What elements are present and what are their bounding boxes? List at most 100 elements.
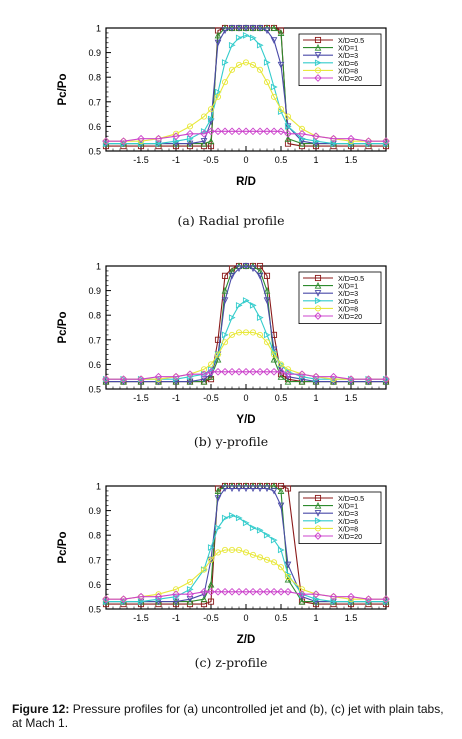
legend-label: X/D=1	[338, 502, 358, 511]
data-point	[277, 361, 285, 368]
data-point	[221, 286, 229, 294]
data-point	[200, 587, 208, 596]
data-point	[242, 32, 250, 39]
x-tick-label: 0	[243, 613, 248, 623]
data-point	[270, 93, 278, 100]
data-point	[214, 367, 222, 376]
legend-marker	[314, 67, 322, 74]
data-point	[284, 573, 292, 581]
data-point	[249, 127, 257, 136]
x-tick-label: 1.5	[345, 613, 358, 623]
data-point	[242, 262, 250, 270]
legend-label: X/D=20	[338, 74, 362, 83]
data-point	[200, 138, 208, 145]
data-point	[263, 27, 271, 35]
data-point	[277, 564, 285, 571]
data-point	[284, 123, 292, 130]
x-tick-label: -1	[172, 613, 180, 623]
data-point	[347, 592, 355, 601]
legend-marker	[314, 281, 322, 289]
legend-label: X/D=6	[338, 297, 358, 306]
data-point	[277, 29, 285, 36]
legend-marker	[314, 501, 322, 509]
data-point	[270, 559, 278, 566]
data-point	[256, 24, 264, 32]
x-tick-label: 1.5	[345, 155, 358, 165]
legend-box	[298, 271, 382, 324]
data-point	[284, 485, 292, 492]
data-point	[235, 302, 243, 309]
data-point	[119, 375, 128, 383]
data-point	[270, 587, 278, 596]
figure-caption-text: Pressure profiles for (a) uncontrolled j…	[12, 702, 444, 730]
data-point	[228, 512, 236, 519]
legend-box	[298, 491, 382, 544]
data-point	[298, 129, 306, 138]
y-tick-label: 1	[96, 24, 101, 34]
data-point	[221, 339, 229, 346]
y-tick-label: 0.7	[88, 555, 101, 565]
data-point	[249, 302, 257, 309]
data-point	[200, 129, 208, 138]
legend-marker	[314, 36, 322, 44]
data-point	[186, 370, 194, 379]
data-point	[235, 61, 243, 68]
series-line	[106, 514, 386, 603]
data-point	[242, 367, 250, 376]
x-tick-label: -0.5	[203, 393, 219, 403]
data-point	[228, 485, 236, 493]
legend-label: X/D=8	[338, 304, 358, 313]
data-point	[277, 106, 285, 113]
subcaption-a: (a) Radial profile	[177, 213, 285, 228]
data-point	[119, 137, 128, 145]
chart-panel-a: 0.5 0.6 0.7 0.8 0.9 1 -1.5 -1 -0.5 0 0.5 1 1.5 R/D Pc/…	[0, 0, 462, 200]
data-point	[214, 93, 222, 100]
data-point	[200, 595, 208, 603]
data-point	[200, 366, 208, 373]
data-point	[235, 367, 243, 376]
data-point	[221, 127, 229, 136]
data-point	[263, 297, 271, 305]
data-point	[256, 331, 264, 338]
y-tick-label: 0.6	[88, 360, 101, 370]
data-point	[102, 595, 110, 603]
data-point	[186, 378, 194, 386]
data-point	[200, 113, 208, 120]
chart-panel-c: 0.5 0.6 0.7 0.8 0.9 1 -1.5 -1 -0.5 0 0.5 1 1.5 Z/D Pc/…	[0, 458, 462, 658]
data-point	[207, 544, 215, 551]
legend-marker	[314, 297, 322, 305]
data-point	[228, 272, 236, 280]
data-point	[277, 487, 285, 494]
data-point	[207, 137, 215, 145]
data-point	[207, 373, 215, 380]
legend: X/D=0.5X/D=1X/D=3X/D=6X/D=8X/D=20	[298, 491, 382, 544]
data-point	[235, 34, 243, 42]
y-tick-label: 0.5	[88, 147, 101, 157]
data-point	[270, 83, 278, 91]
data-point	[242, 24, 250, 32]
y-axis-label: Pc/Po	[57, 532, 69, 564]
data-point	[284, 135, 292, 142]
data-point	[221, 587, 229, 596]
data-point	[214, 88, 222, 96]
data-point	[312, 590, 320, 599]
data-point	[249, 367, 257, 376]
y-tick-label: 1	[96, 482, 101, 492]
legend-marker	[314, 274, 322, 282]
data-point	[329, 134, 338, 143]
x-tick-label: 1	[313, 613, 318, 623]
y-tick-label: 0.8	[88, 73, 101, 83]
data-point	[256, 272, 264, 280]
data-point	[214, 127, 222, 136]
data-point	[364, 375, 373, 383]
data-point	[382, 595, 390, 603]
data-point	[221, 27, 229, 35]
data-point	[364, 137, 373, 145]
data-point	[284, 571, 292, 578]
data-point	[277, 127, 285, 136]
data-point	[186, 129, 194, 138]
data-point	[137, 134, 145, 143]
data-point	[214, 39, 222, 47]
y-tick-label: 0.5	[88, 605, 101, 615]
data-point	[200, 140, 208, 147]
